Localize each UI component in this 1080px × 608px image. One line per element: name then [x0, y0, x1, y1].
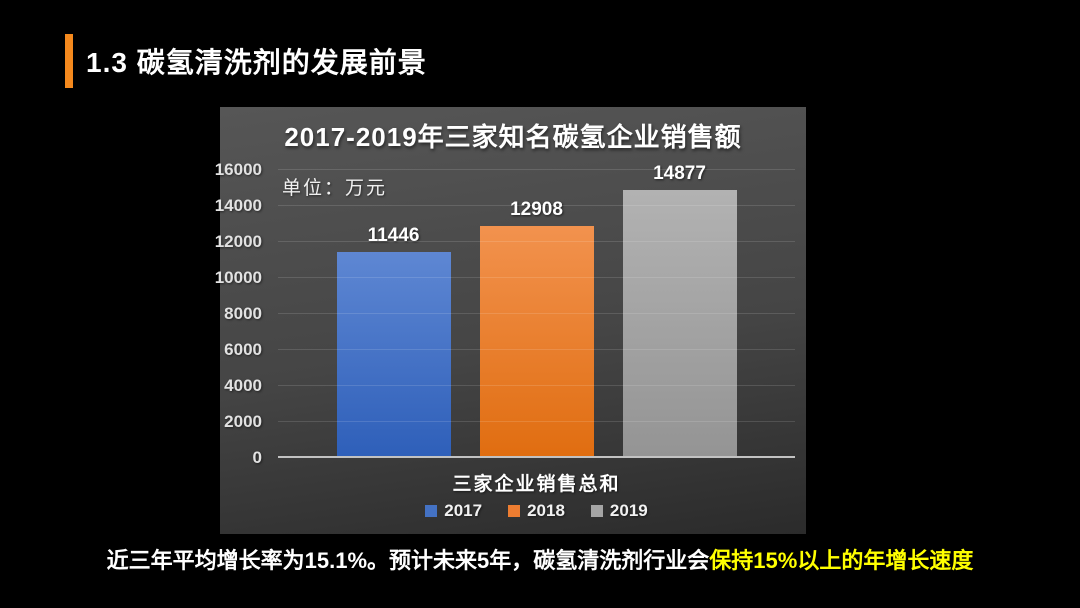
x-axis-line [278, 456, 795, 458]
caption-normal-text: 近三年平均增长率为15.1%。预计未来5年，碳氢清洗剂行业会 [106, 548, 710, 573]
gridline [278, 313, 795, 314]
y-tick-label: 14000 [214, 196, 262, 215]
y-tick-label: 2000 [224, 412, 262, 431]
legend-label: 2017 [444, 501, 483, 520]
bar-2018 [479, 226, 594, 458]
bar-group-2019: 14877 [622, 163, 737, 458]
y-axis-labels: 0 2000 4000 6000 8000 10000 12000 14000 16000 [215, 160, 270, 467]
y-tick-label: 10000 [214, 268, 262, 287]
chart-panel: 2017-2019年三家知名碳氢企业销售额 单位：万元 0 2000 4000 600… [215, 107, 806, 534]
y-tick-label: 16000 [214, 160, 262, 179]
gridline [278, 169, 795, 170]
bar-group-2018: 12908 [479, 199, 594, 458]
x-axis-category-label: 三家企业销售总和 [452, 474, 621, 495]
gridline [278, 277, 795, 278]
legend-swatch-icon [590, 505, 603, 517]
gridline [278, 385, 795, 386]
caption: 近三年平均增长率为15.1%。预计未来5年，碳氢清洗剂行业会保持15%以上的年增… [0, 546, 1080, 576]
bar-2017 [336, 252, 451, 458]
caption-highlight-text: 保持15%以上的年增长速度 [709, 548, 974, 573]
legend-item-2017: 2017 [425, 501, 482, 521]
gridline [278, 421, 795, 422]
legend-label: 2019 [609, 501, 648, 520]
chart-title: 2017-2019年三家知名碳氢企业销售额 [284, 122, 742, 152]
bar-2019 [622, 190, 737, 458]
slide-header: 1.3 碳氢清洗剂的发展前景 [65, 34, 427, 88]
bars: 11446 12908 14877 [278, 163, 795, 458]
gridline [278, 241, 795, 242]
unit-label: 单位：万元 [282, 178, 388, 199]
legend-label: 2018 [527, 501, 565, 520]
plot-area: 11446 12908 14877 [278, 163, 795, 458]
legend: 2017 2018 2019 [278, 501, 795, 521]
accent-bar [65, 34, 73, 88]
y-tick-label: 12000 [214, 232, 262, 251]
legend-item-2019: 2019 [590, 501, 648, 521]
bar-value-label: 12908 [510, 199, 563, 220]
legend-swatch-icon [425, 505, 438, 517]
page-title: 1.3 碳氢清洗剂的发展前景 [86, 47, 427, 78]
y-tick-label: 4000 [224, 376, 262, 395]
legend-item-2018: 2018 [508, 501, 565, 521]
bar-group-2017: 11446 [336, 225, 451, 458]
gridline [278, 205, 795, 206]
y-tick-label: 0 [252, 448, 262, 467]
gridline [278, 349, 795, 350]
bar-value-label: 11446 [367, 225, 420, 246]
y-tick-label: 8000 [224, 304, 262, 323]
y-tick-label: 6000 [224, 340, 262, 359]
bar-value-label: 14877 [653, 163, 706, 184]
legend-swatch-icon [508, 505, 521, 517]
